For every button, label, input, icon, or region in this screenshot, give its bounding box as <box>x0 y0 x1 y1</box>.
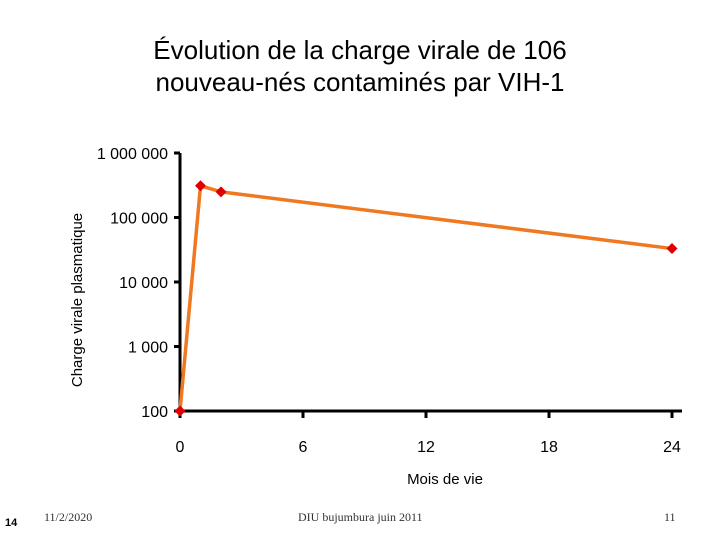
data-point <box>195 180 206 192</box>
x-axis-ticks: 0 6 12 18 24 <box>176 411 681 456</box>
y-tick-label: 100 000 <box>110 211 168 228</box>
y-axis-ticks: 100 1 000 10 000 100 000 1 000 000 <box>97 146 180 421</box>
chart-title-line-1: Évolution de la charge virale de 106 <box>153 35 567 65</box>
footer-page-number: 11 <box>664 510 676 524</box>
footer-date: 11/2/2020 <box>44 510 93 524</box>
y-tick-label: 100 <box>141 404 168 421</box>
x-tick-label: 12 <box>417 439 435 456</box>
x-axis-label: Mois de vie <box>407 471 483 488</box>
y-axis-label: Charge virale plasmatique <box>69 213 86 387</box>
footer-center-text: DIU bujumbura juin 2011 <box>298 510 423 524</box>
chart-title-line-2: nouveau-nés contaminés par VIH-1 <box>155 67 565 97</box>
x-tick-label: 6 <box>299 439 308 456</box>
x-tick-label: 24 <box>663 439 681 456</box>
data-point <box>174 405 186 417</box>
y-tick-label: 1 000 <box>128 340 168 357</box>
chart-title: Évolution de la charge virale de 106 nou… <box>0 34 720 98</box>
series-line <box>178 184 673 412</box>
x-tick-label: 18 <box>540 439 558 456</box>
data-point <box>215 186 227 198</box>
axes <box>178 153 682 413</box>
series-layer <box>174 180 678 417</box>
y-tick-label: 1 000 000 <box>97 146 168 163</box>
x-tick-label: 0 <box>176 439 185 456</box>
slide-number: 14 <box>5 517 18 529</box>
data-point <box>666 243 678 255</box>
y-tick-label: 10 000 <box>119 275 168 292</box>
